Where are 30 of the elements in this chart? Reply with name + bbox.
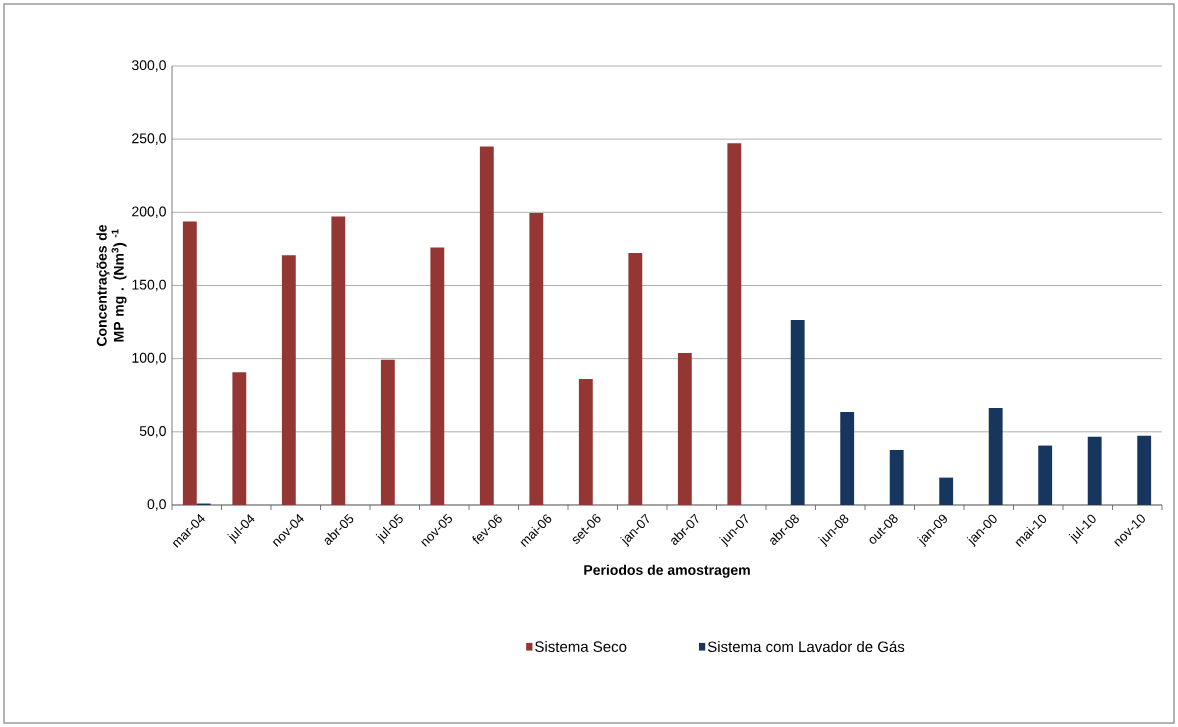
bar: [939, 477, 954, 505]
y-tick-label: 200,0: [132, 206, 166, 219]
bar: [1087, 436, 1102, 505]
y-tick-label: 0,0: [147, 499, 166, 511]
y-tick-label: 300,0: [131, 60, 166, 72]
y-tick-label: 150,0: [132, 279, 166, 292]
bar: [529, 212, 544, 505]
bar: [727, 143, 742, 505]
x-axis-title: Periodos de amostragem: [584, 564, 750, 578]
bar: [430, 247, 445, 505]
bar: [677, 352, 692, 505]
bar: [232, 372, 247, 505]
bar: [889, 449, 904, 505]
legend-label: Sistema com Lavador de Gás: [707, 640, 905, 653]
bar: [578, 379, 593, 505]
bar: [790, 320, 805, 505]
bar: [988, 408, 1003, 505]
bar: [380, 359, 395, 505]
legend-label: Sistema Seco: [535, 640, 627, 652]
bar: [628, 253, 643, 505]
bar: [1137, 435, 1152, 505]
bar: [281, 255, 296, 505]
y-tick-label: 100,0: [132, 352, 166, 365]
y-tick-label: 50,0: [139, 426, 166, 438]
bar: [182, 221, 197, 505]
bar: [479, 146, 494, 505]
bar: [1038, 445, 1053, 505]
y-tick-label: 250,0: [132, 133, 166, 145]
bar: [331, 216, 346, 505]
bar: [840, 411, 855, 505]
